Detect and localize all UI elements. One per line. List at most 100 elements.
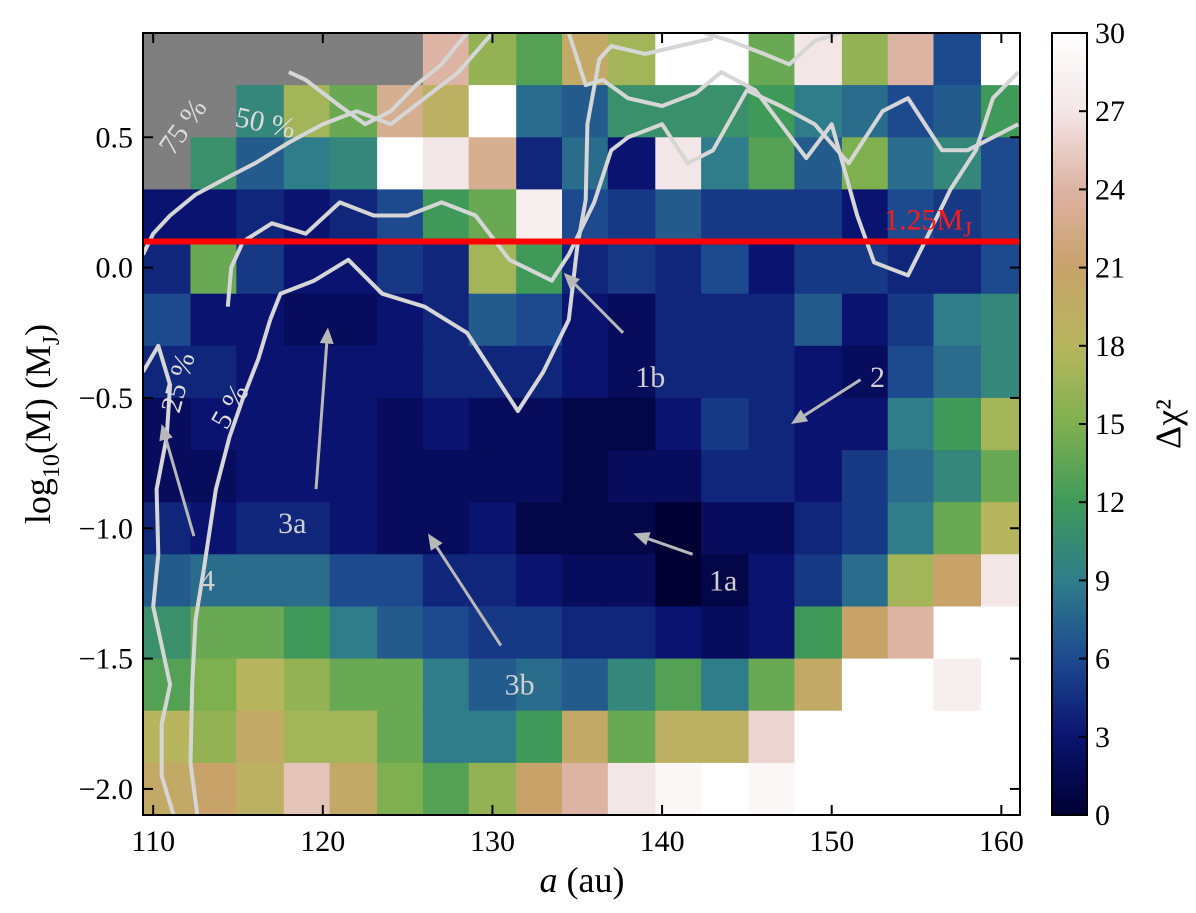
heatmap-cell xyxy=(701,293,750,347)
colorbar-label: Δχ² xyxy=(1148,399,1188,449)
heatmap-cell xyxy=(841,241,889,295)
heatmap-cell xyxy=(468,710,517,764)
heatmap-cell xyxy=(143,85,192,138)
plot-frame xyxy=(142,32,1021,816)
heatmap-cell xyxy=(562,710,609,764)
heatmap-cell xyxy=(468,85,517,138)
annotation-arrowhead-3b xyxy=(427,533,443,551)
heatmap-cell xyxy=(887,606,935,660)
heatmap-cell xyxy=(329,293,378,347)
heatmap-cell xyxy=(143,137,192,190)
heatmap-cell xyxy=(377,710,424,764)
heatmap-cell xyxy=(887,33,935,86)
heatmap-cell xyxy=(422,710,470,764)
heatmap-cell xyxy=(422,450,470,503)
heatmap-cell xyxy=(236,762,285,815)
heatmap-cell xyxy=(794,658,843,712)
heatmap-cell xyxy=(655,710,702,764)
heatmap-cell xyxy=(933,606,982,660)
heatmap-cell xyxy=(841,33,889,86)
y-tick-label: 0.5 xyxy=(96,121,134,154)
heatmap-cell xyxy=(701,137,750,190)
colorbar-ticks: 0 3 6 9 12 15 18 21 24 27 30 xyxy=(1079,17,1125,832)
annotation-arrow-4 xyxy=(164,438,196,537)
heatmap-cell xyxy=(887,710,935,764)
heatmap-cell xyxy=(933,189,982,243)
heatmap-cell xyxy=(143,554,192,607)
heatmap-cell xyxy=(655,554,702,607)
heatmap-cell xyxy=(190,137,237,190)
annotation-arrows: 1a 1b 2 3a 3b 4 xyxy=(159,272,885,702)
colorbar-tick-label: 21 xyxy=(1095,252,1125,285)
heatmap-cell xyxy=(377,658,424,712)
heatmap-cell xyxy=(887,189,935,243)
heatmap-cell xyxy=(377,450,424,503)
colorbar-tick-label: 6 xyxy=(1095,643,1110,676)
heatmap-cell xyxy=(701,658,750,712)
annotation-arrow-3a xyxy=(314,343,329,490)
y-axis-title-mid: (M) (M xyxy=(18,345,58,454)
heatmap-cell xyxy=(468,241,517,295)
heatmap-cell xyxy=(516,502,563,555)
heatmap-cell xyxy=(748,33,795,86)
annotation-label-1b: 1b xyxy=(635,361,665,394)
x-axis-title-unit: (au) xyxy=(558,860,625,900)
heatmap-cell xyxy=(933,502,982,555)
colorbar-tick-label: 3 xyxy=(1095,721,1110,754)
annotation-arrowhead-2 xyxy=(790,409,809,424)
heatmap-cell xyxy=(794,762,843,815)
heatmap-cell xyxy=(748,137,795,190)
heatmap-cell xyxy=(701,502,750,555)
heatmap-cell xyxy=(283,450,331,503)
heatmap-cell xyxy=(422,397,470,451)
annotation-arrowhead-1b xyxy=(563,272,580,290)
heatmap-cell xyxy=(887,450,935,503)
heatmap-cell xyxy=(422,606,470,660)
threshold-label: 1.25MJ xyxy=(884,204,972,242)
heatmap-cell xyxy=(607,189,656,243)
heatmap-cell xyxy=(329,137,378,190)
x-tick-label: 140 xyxy=(640,825,685,858)
heatmap-cell xyxy=(887,137,935,190)
heatmap-cell xyxy=(841,293,889,347)
contour-75-line xyxy=(703,33,841,67)
heatmap-cell xyxy=(748,189,795,243)
x-tick-label: 150 xyxy=(809,825,854,858)
heatmap-cell xyxy=(933,658,982,712)
heatmap-cell xyxy=(748,345,795,399)
heatmap-cell xyxy=(655,450,702,503)
heatmap-cell xyxy=(794,606,843,660)
heatmap-cell xyxy=(190,762,237,815)
heatmap-cell xyxy=(748,710,795,764)
heatmap-cell xyxy=(933,345,982,399)
heatmap-cell xyxy=(981,658,1020,712)
heatmap-cell xyxy=(468,554,517,607)
heatmap-cell xyxy=(607,710,656,764)
heatmap-cell xyxy=(329,345,378,399)
heatmap-cell xyxy=(516,762,563,815)
heatmap-cell xyxy=(701,762,750,815)
heatmap-cell xyxy=(377,397,424,451)
heatmap-cell xyxy=(981,397,1020,451)
heatmap-cell xyxy=(794,554,843,607)
heatmap-cell xyxy=(283,241,331,295)
heatmap-cell xyxy=(562,554,609,607)
heatmap-cell xyxy=(701,345,750,399)
heatmap-cell xyxy=(794,293,843,347)
heatmap-cell xyxy=(190,710,237,764)
annotation-label-2: 2 xyxy=(870,361,885,394)
heatmap-cell xyxy=(516,450,563,503)
heatmap-cell xyxy=(794,450,843,503)
annotation-label-3a: 3a xyxy=(278,507,306,540)
heatmap-cells xyxy=(143,33,1020,815)
heatmap-cell xyxy=(422,762,470,815)
heatmap-cell xyxy=(841,606,889,660)
heatmap-cell xyxy=(748,397,795,451)
contour-5-line xyxy=(188,319,273,815)
heatmap-cell xyxy=(655,137,702,190)
heatmap-cell xyxy=(607,658,656,712)
heatmap-cell xyxy=(377,345,424,399)
heatmap-cell xyxy=(236,241,285,295)
contour-75-line xyxy=(288,33,469,127)
heatmap-cell xyxy=(562,658,609,712)
